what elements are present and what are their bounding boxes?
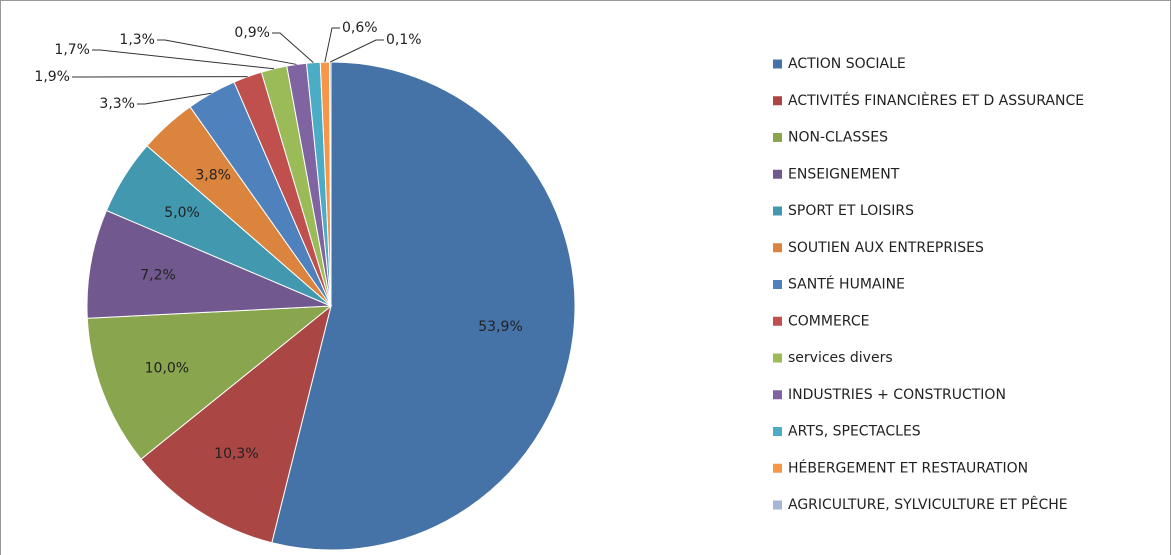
data-label: 0,6% [342, 20, 378, 36]
legend-label: HÉBERGEMENT ET RESTAURATION [788, 459, 1028, 476]
legend-swatch [773, 169, 782, 179]
data-label: 53,9% [478, 319, 522, 335]
legend-swatch [773, 463, 782, 473]
legend-label: services divers [788, 350, 893, 366]
legend-swatch [773, 206, 782, 216]
data-label: 10,3% [214, 446, 258, 462]
legend-swatch [773, 390, 782, 400]
leader-line [272, 32, 314, 64]
legend-swatch [773, 500, 782, 510]
legend-label: INDUSTRIES + CONSTRUCTION [788, 387, 1006, 403]
leader-line [92, 49, 275, 70]
legend-label: COMMERCE [788, 313, 869, 329]
legend-label: NON-CLASSES [788, 130, 888, 146]
legend-swatch [773, 96, 782, 106]
pie-slice [140, 304, 332, 544]
data-label: 1,7% [54, 42, 90, 58]
data-label: 0,9% [234, 25, 270, 41]
legend-label: ACTIVITÉS FINANCIÈRES ET D ASSURANCE [788, 92, 1084, 109]
legend-label: SANTÉ HUMAINE [788, 276, 905, 293]
legend-swatch [773, 427, 782, 436]
data-label: 5,0% [164, 205, 200, 221]
data-label: 3,3% [99, 96, 135, 112]
legend-label: ARTS, SPECTACLES [788, 424, 921, 440]
legend-swatch [773, 316, 782, 326]
legend-swatch [773, 59, 782, 69]
legend-swatch [773, 243, 782, 253]
legend-label: ENSEIGNEMENT [788, 166, 900, 182]
legend-label: ACTION SOCIALE [788, 56, 906, 72]
data-label: 1,9% [34, 69, 70, 85]
pie-slice [271, 61, 576, 551]
legend-label: SPORT ET LOISIRS [788, 203, 914, 219]
leader-line [137, 92, 212, 105]
leader-line [324, 27, 340, 63]
pie-slice [86, 209, 332, 319]
data-label: 10,0% [145, 361, 189, 377]
legend-swatch [773, 280, 782, 289]
legend-label: AGRICULTURE, SYLVICULTURE ET PÊCHE [788, 495, 1068, 513]
legend-swatch [773, 133, 782, 142]
legend-swatch [773, 353, 782, 363]
pie-slice [86, 305, 333, 460]
legend-label: SOUTIEN AUX ENTREPRISES [788, 240, 984, 256]
leader-line [157, 39, 297, 65]
data-label: 3,8% [195, 168, 231, 184]
leader-line [330, 39, 384, 63]
data-label: 0,1% [386, 32, 422, 48]
data-label: 1,3% [119, 32, 155, 48]
data-label: 7,2% [140, 267, 176, 283]
